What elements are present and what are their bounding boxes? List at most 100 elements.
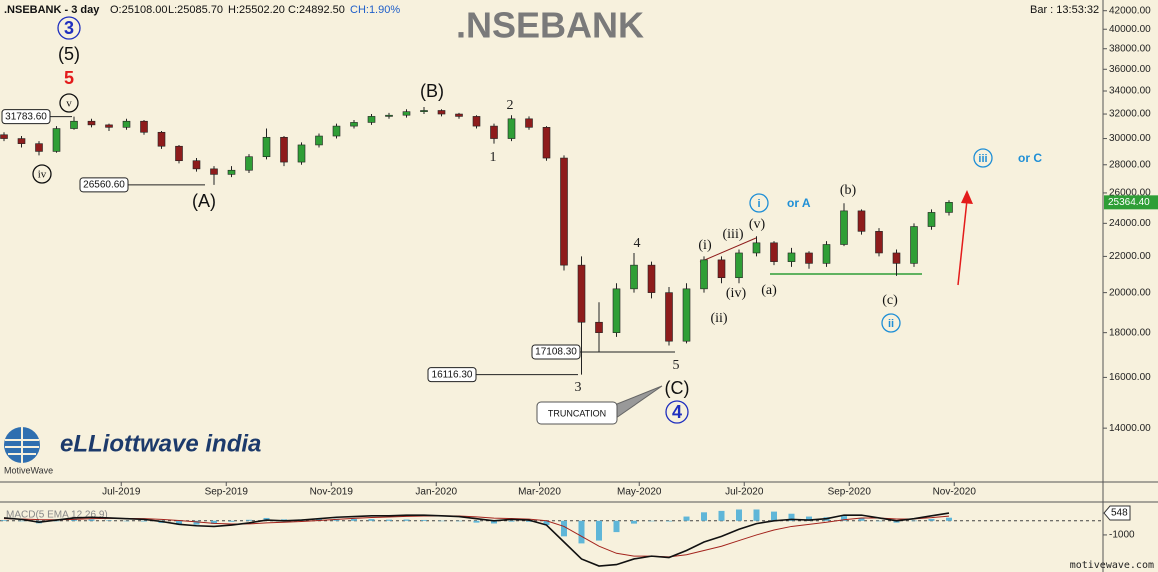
- clock: Bar : 13:53:32: [1030, 4, 1099, 16]
- candle-body: [857, 210, 866, 232]
- histogram-bar: [473, 520, 480, 523]
- wave-label: iv: [38, 169, 47, 181]
- histogram-bar: [71, 519, 77, 521]
- candle-body: [0, 134, 8, 139]
- histogram-bar: [858, 517, 865, 521]
- macd-line: [3, 512, 950, 567]
- candle-body: [437, 110, 446, 115]
- histogram-bar: [246, 519, 252, 521]
- price-label: 16116.30: [432, 369, 473, 380]
- histogram-bar: [351, 518, 357, 521]
- price-label-box: [79, 177, 129, 193]
- histogram-bar: [771, 511, 777, 521]
- histogram-bar: [316, 518, 322, 521]
- histogram-bar: [211, 520, 217, 524]
- candle-body: [210, 168, 218, 175]
- candle-body: [192, 160, 201, 170]
- wave-label: 1: [490, 150, 497, 165]
- price-label-box: [531, 344, 581, 360]
- macd-title: MACD(5 EMA 12 26 9): [6, 510, 108, 521]
- wave-label: ii: [888, 318, 894, 330]
- candle-body: [752, 242, 761, 254]
- y-tick-label: 34000.00: [1109, 86, 1151, 97]
- histogram-bar: [718, 510, 725, 521]
- histogram-bar: [18, 520, 25, 522]
- wave-label: TRUNCATION: [548, 408, 606, 418]
- candle-body: [140, 120, 148, 133]
- price-label-box: [1, 109, 51, 125]
- candle-body: [700, 259, 708, 290]
- wave-circle: [749, 193, 769, 213]
- price-label: 26560.60: [83, 179, 125, 190]
- histogram-bar: [946, 517, 952, 521]
- wave-label: (B): [420, 81, 444, 101]
- x-tick-label: Mar-2020: [518, 487, 561, 498]
- wave-label: 5: [673, 358, 680, 373]
- histogram-bar: [841, 516, 847, 521]
- candle-body: [735, 252, 743, 279]
- candle-body: [787, 252, 796, 262]
- histogram-bar: [526, 520, 532, 522]
- histogram-bar: [543, 520, 550, 526]
- x-tick-label: May-2020: [617, 487, 662, 498]
- x-tick-label: Sep-2020: [828, 487, 872, 498]
- wave-label: or A: [787, 196, 811, 210]
- histogram-bar: [911, 520, 917, 522]
- y-tick-label: 38000.00: [1109, 43, 1151, 54]
- candle-body: [507, 118, 516, 139]
- histogram-bar: [456, 520, 462, 522]
- histogram-bar: [403, 519, 410, 521]
- price-label: 17108.30: [535, 347, 577, 358]
- histogram-bar: [508, 520, 515, 522]
- wave-label: 4: [634, 236, 641, 251]
- histogram-bar: [701, 512, 707, 521]
- candle-body: [262, 136, 271, 158]
- y-tick-label: 42000.00: [1109, 5, 1151, 16]
- price-label-box: [427, 367, 477, 383]
- x-tick-label: Jan-2020: [415, 487, 457, 498]
- wave-label: (ii): [710, 311, 727, 326]
- last-price-label: 25364.40: [1108, 197, 1150, 208]
- logo-lines: [5, 427, 39, 463]
- histogram-bar: [193, 520, 200, 525]
- histogram-bar: [141, 520, 147, 522]
- wave-label: 2: [507, 98, 514, 113]
- close: C:24892.50: [288, 4, 345, 16]
- wave-label: (c): [882, 293, 898, 308]
- wave-label: (5): [58, 44, 80, 64]
- platform: MotiveWave: [4, 465, 53, 475]
- wave-circle: [57, 16, 81, 40]
- candle-body: [910, 226, 918, 264]
- high: H:25502.20: [228, 4, 285, 16]
- histogram-bar: [736, 509, 742, 521]
- wave-label: (v): [749, 217, 766, 232]
- x-tick-label: Jul-2020: [725, 487, 764, 498]
- candle-body: [52, 128, 61, 152]
- candle-body: [875, 231, 883, 254]
- chart-title: .NSEBANK: [456, 5, 644, 46]
- change: CH:1.90%: [350, 4, 400, 16]
- last-price-box: [1104, 195, 1158, 210]
- candle-body: [280, 136, 288, 163]
- candle-body: [805, 252, 813, 264]
- histogram-bar: [491, 520, 497, 524]
- x-tick-label: Nov-2019: [310, 487, 354, 498]
- histogram-bar: [788, 513, 795, 521]
- candle-body: [245, 156, 253, 171]
- wave-label: (C): [665, 378, 690, 398]
- wave-label: (i): [698, 238, 712, 253]
- candle-body: [595, 321, 603, 333]
- site: motivewave.com: [1070, 560, 1154, 571]
- histogram-bar: [421, 519, 427, 521]
- trend-line: [699, 237, 757, 263]
- y-tick-label: 18000.00: [1109, 327, 1151, 338]
- histogram-bar: [596, 520, 602, 541]
- histogram-bar: [123, 520, 130, 522]
- candle-body: [612, 288, 621, 333]
- candle-body: [630, 264, 638, 290]
- symbol: .NSEBANK - 3 day: [4, 4, 100, 16]
- candle-body: [945, 202, 953, 213]
- candle-body: [367, 116, 376, 123]
- histogram-bar: [1, 520, 7, 521]
